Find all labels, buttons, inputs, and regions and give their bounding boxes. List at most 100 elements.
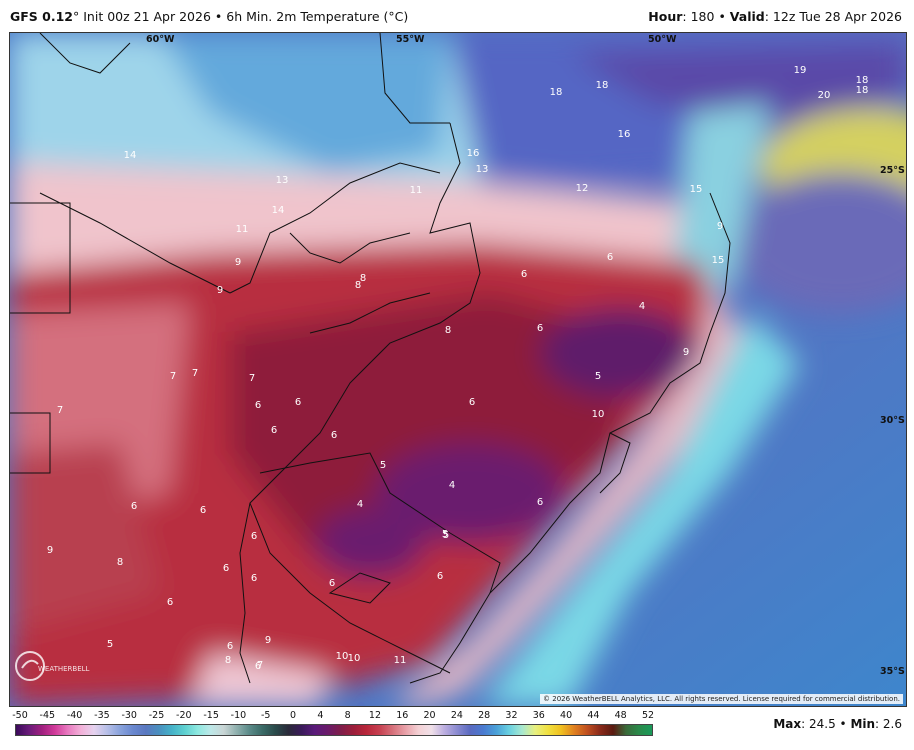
colorbar-tick: 20 [423, 710, 436, 721]
point-value: 18 [550, 87, 563, 98]
point-value: 5 [380, 460, 386, 471]
logo-text: WEATHERBELL [38, 665, 90, 673]
colorbar-tick: -45 [39, 710, 56, 721]
point-value: 6 [167, 597, 173, 608]
point-value: 11 [394, 655, 407, 666]
point-value: 5 [442, 529, 448, 540]
temperature-map[interactable]: 60°W 55°W 50°W 25°S 30°S 35°S 14 18 18 19 20… [9, 32, 907, 707]
min-value: : 2.6 [875, 717, 902, 731]
colorbar-tick: 4 [317, 710, 324, 721]
colorbar-tick: 16 [396, 710, 409, 721]
model-resolution-unit: ° [73, 9, 80, 24]
point-value: 4 [449, 480, 455, 491]
point-value: 6 [227, 641, 233, 652]
point-value: 6 [437, 571, 443, 582]
point-value: 7 [192, 368, 198, 379]
point-value: 9 [265, 635, 271, 646]
colorbar-tick: 8 [344, 710, 351, 721]
colorbar-tick: -20 [176, 710, 192, 721]
point-value: 6 [251, 531, 257, 542]
max-value: : 24.5 [801, 717, 836, 731]
colorbar-tick: -10 [230, 710, 247, 721]
point-value: 6 [537, 323, 543, 334]
point-value: 7 [57, 405, 63, 416]
point-value: 7 [257, 660, 263, 671]
colorbar-tick: -35 [94, 710, 110, 721]
point-value: 5 [595, 371, 601, 382]
map-header: GFS 0.12° Init 00z 21 Apr 2026 • 6h Min.… [0, 0, 914, 30]
point-value: 6 [469, 397, 475, 408]
point-value: 6 [271, 425, 277, 436]
valid-time-info: Hour: 180 • Valid: 12z Tue 28 Apr 2026 [648, 9, 902, 24]
point-value: 6 [251, 573, 257, 584]
colorbar-tick: -5 [260, 710, 271, 721]
point-value: 6 [537, 497, 543, 508]
point-value: 18 [596, 80, 609, 91]
point-value: 15 [690, 184, 703, 195]
point-value: 11 [236, 224, 249, 235]
temperature-field [10, 33, 906, 706]
point-value: 9 [683, 347, 689, 358]
point-value: 5 [107, 639, 113, 650]
point-value: 6 [607, 252, 613, 263]
colorbar-tick: -50 [12, 710, 28, 721]
point-value: 13 [476, 164, 489, 175]
point-value: 8 [225, 655, 231, 666]
point-value: 6 [200, 505, 206, 516]
point-value: 4 [357, 499, 363, 510]
point-value: 15 [712, 255, 725, 266]
colorbar-tick-labels: -50 -45 -40 -35 -30 -25 -20 -15 -10 -5 0 4 8 12 16 20 24… [0, 710, 700, 722]
point-value: 18 [856, 85, 869, 96]
point-value: 6 [255, 661, 261, 672]
point-value: 7 [170, 371, 176, 382]
point-value: 11 [410, 185, 423, 196]
colorbar-tick: 36 [532, 710, 545, 721]
min-label: Min [850, 717, 876, 731]
lon-label-50w: 50°W [648, 34, 677, 45]
colorbar-tick: 52 [641, 710, 655, 721]
colorbar-tick: -15 [203, 710, 219, 721]
point-value: 5 [443, 530, 449, 541]
point-value: 6 [255, 400, 261, 411]
point-value: 9 [217, 285, 223, 296]
point-value: 8 [360, 273, 366, 284]
product-name: 6h Min. 2m Temperature (°C) [226, 9, 409, 24]
lon-label-55w: 55°W [396, 34, 425, 45]
point-value: 10 [336, 651, 349, 662]
copyright-notice: © 2026 WeatherBELL Analytics, LLC. All r… [540, 694, 903, 704]
valid-value: : 12z Tue 28 Apr 2026 [764, 9, 902, 24]
point-value: 7 [249, 373, 255, 384]
point-value: 8 [445, 325, 451, 336]
point-value: 6 [331, 430, 337, 441]
title-separator: • [214, 9, 223, 24]
lat-label-35s: 35°S [880, 666, 905, 677]
colorbar-tick: 0 [290, 710, 297, 721]
point-value: 10 [592, 409, 605, 420]
colorbar-tick: 24 [450, 710, 463, 721]
point-value: 8 [117, 557, 123, 568]
point-value: 20 [818, 90, 831, 101]
hour-value: : 180 [682, 9, 715, 24]
weatherbell-logo-icon: WEATHERBELL [15, 651, 90, 681]
point-value: 9 [47, 545, 53, 556]
colorbar-tick: -25 [148, 710, 165, 721]
color-scale-bar [15, 724, 653, 736]
max-min-stats: Max: 24.5 • Min: 2.6 [773, 717, 902, 731]
map-canvas: 60°W 55°W 50°W 25°S 30°S 35°S 1418181920… [10, 33, 906, 706]
point-value: 6 [223, 563, 229, 574]
point-value: 13 [276, 175, 289, 186]
point-value: 14 [272, 205, 285, 216]
map-title: GFS 0.12° Init 00z 21 Apr 2026 • 6h Min.… [10, 9, 408, 24]
point-value: 6 [295, 397, 301, 408]
point-value: 16 [467, 148, 480, 159]
init-time: Init 00z 21 Apr 2026 [83, 9, 211, 24]
hour-label: Hour [648, 9, 683, 24]
colorbar-tick: -40 [66, 710, 83, 721]
lat-label-25s: 25°S [880, 165, 905, 176]
valid-label: Valid [729, 9, 765, 24]
colorbar-tick: 44 [587, 710, 600, 721]
point-value: 10 [348, 653, 361, 664]
colorbar-tick: 40 [560, 710, 573, 721]
colorbar-tick: -30 [121, 710, 137, 721]
